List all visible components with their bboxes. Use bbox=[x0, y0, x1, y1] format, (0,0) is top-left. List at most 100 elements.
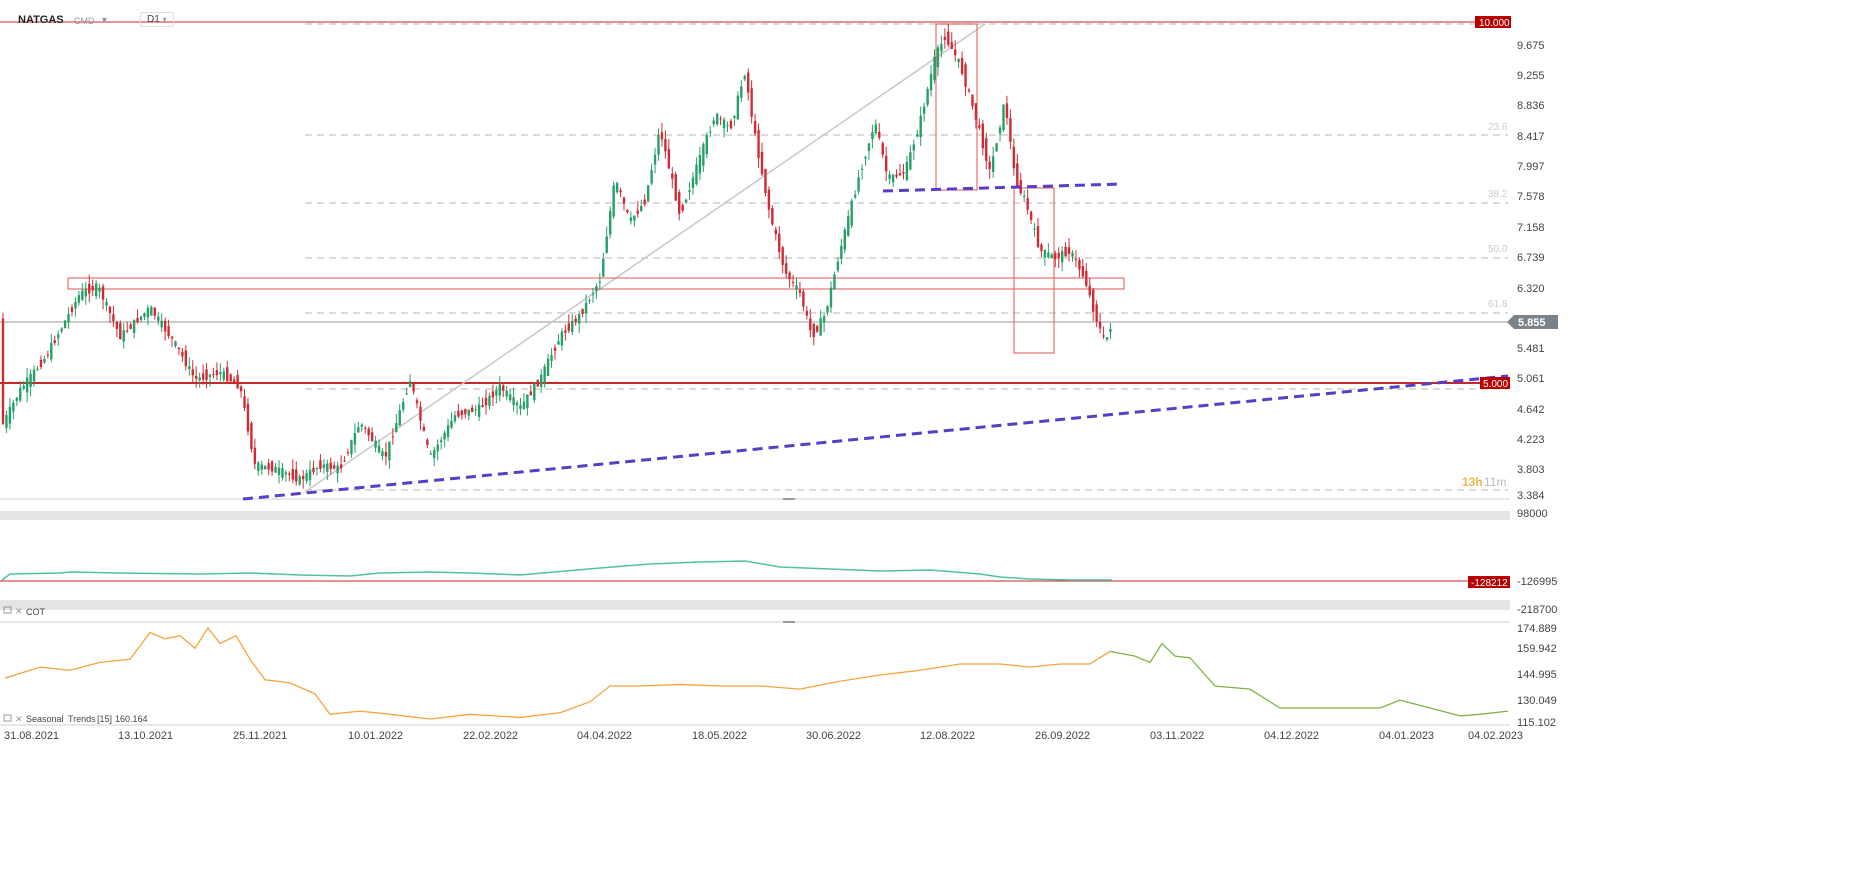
candle bbox=[295, 469, 298, 482]
candle bbox=[305, 473, 308, 481]
seasonal-axis-tick: 144.995 bbox=[1517, 669, 1557, 681]
seasonal-panel-name: Seasonal bbox=[26, 714, 64, 724]
cot-line bbox=[1, 560, 1112, 581]
date-axis-tick: 04.04.2022 bbox=[577, 730, 632, 742]
candle bbox=[260, 464, 263, 470]
candle bbox=[922, 106, 926, 114]
candle bbox=[350, 440, 353, 455]
candle bbox=[270, 461, 274, 472]
candle bbox=[805, 310, 809, 316]
candle bbox=[991, 156, 995, 172]
date-axis-tick: 04.01.2023 bbox=[1379, 730, 1434, 742]
candle bbox=[602, 258, 605, 277]
candle bbox=[1095, 304, 1098, 322]
candle bbox=[391, 436, 395, 438]
candle bbox=[574, 318, 577, 322]
candle bbox=[381, 451, 384, 457]
candle bbox=[446, 425, 450, 437]
candle bbox=[871, 131, 874, 140]
candle bbox=[622, 197, 626, 204]
candle bbox=[443, 432, 446, 440]
candle bbox=[646, 185, 650, 202]
candle bbox=[1043, 249, 1047, 258]
candle bbox=[519, 405, 522, 409]
candle bbox=[774, 229, 777, 235]
candle bbox=[888, 174, 891, 179]
price-axis-tick: 4.223 bbox=[1517, 434, 1545, 446]
candle bbox=[1009, 118, 1012, 142]
candle bbox=[439, 440, 443, 443]
candle bbox=[636, 210, 639, 214]
candle bbox=[495, 389, 498, 396]
candle bbox=[422, 426, 426, 431]
candle bbox=[353, 432, 357, 445]
candle bbox=[829, 287, 833, 308]
candle bbox=[84, 289, 87, 297]
candle bbox=[374, 440, 377, 448]
candle bbox=[695, 164, 698, 185]
candle bbox=[67, 313, 70, 323]
candle bbox=[757, 129, 760, 159]
candle bbox=[964, 64, 967, 87]
cot-tag bbox=[1468, 576, 1510, 588]
timeframe-chevron-icon: ▾ bbox=[162, 15, 167, 24]
date-axis-tick: 04.12.2022 bbox=[1264, 730, 1319, 742]
candle bbox=[802, 291, 805, 307]
candle bbox=[139, 316, 143, 320]
candle bbox=[995, 143, 998, 152]
candle bbox=[195, 376, 198, 379]
candle bbox=[533, 383, 536, 401]
candle bbox=[477, 404, 481, 417]
candle bbox=[933, 56, 936, 81]
candle bbox=[974, 103, 978, 120]
candle bbox=[1023, 196, 1026, 198]
candle bbox=[291, 468, 294, 480]
timeframe-select[interactable]: D1 ▾ bbox=[140, 12, 174, 27]
candle bbox=[653, 154, 657, 165]
candle bbox=[360, 424, 363, 427]
candle bbox=[560, 331, 564, 346]
candle bbox=[43, 359, 46, 363]
candle bbox=[1109, 328, 1112, 333]
seasonal-panel-value: 160.164 bbox=[115, 714, 148, 724]
candle bbox=[357, 427, 360, 433]
candle bbox=[429, 453, 432, 455]
candle bbox=[1036, 226, 1040, 248]
candle bbox=[981, 123, 984, 149]
candle bbox=[540, 374, 543, 387]
chevron-down-icon[interactable]: ▼ bbox=[100, 15, 109, 25]
candle bbox=[705, 135, 708, 155]
candle bbox=[726, 125, 729, 127]
candle bbox=[319, 460, 322, 469]
candle bbox=[912, 144, 915, 151]
candle bbox=[529, 391, 533, 396]
candle bbox=[288, 473, 291, 475]
candle bbox=[488, 395, 491, 406]
candle bbox=[1029, 211, 1033, 220]
candle bbox=[339, 464, 343, 469]
candle bbox=[198, 377, 201, 381]
fib-label: 23.6 bbox=[1488, 122, 1508, 133]
candle bbox=[905, 161, 909, 181]
price-axis-tick: 8.417 bbox=[1517, 131, 1545, 143]
level-tag-10-text: 10.000 bbox=[1479, 18, 1510, 29]
candle bbox=[581, 308, 584, 314]
candle bbox=[395, 423, 398, 433]
candle bbox=[60, 328, 63, 332]
panel-scroll-band bbox=[0, 600, 1510, 610]
fib-label: 38.2 bbox=[1488, 189, 1508, 200]
candle bbox=[1098, 321, 1102, 329]
price-axis-tick: 9.255 bbox=[1517, 70, 1545, 82]
seasonal-axis-tick: 159.942 bbox=[1517, 643, 1557, 655]
symbol-label[interactable]: NATGAS bbox=[18, 14, 64, 26]
candle bbox=[436, 444, 439, 452]
candle bbox=[188, 366, 191, 370]
candle bbox=[750, 88, 753, 117]
candle bbox=[512, 397, 515, 406]
fib-label: 61.8 bbox=[1488, 299, 1508, 310]
candle bbox=[98, 287, 101, 292]
cot-axis-tick: -126995 bbox=[1517, 576, 1557, 588]
candle bbox=[250, 423, 253, 449]
